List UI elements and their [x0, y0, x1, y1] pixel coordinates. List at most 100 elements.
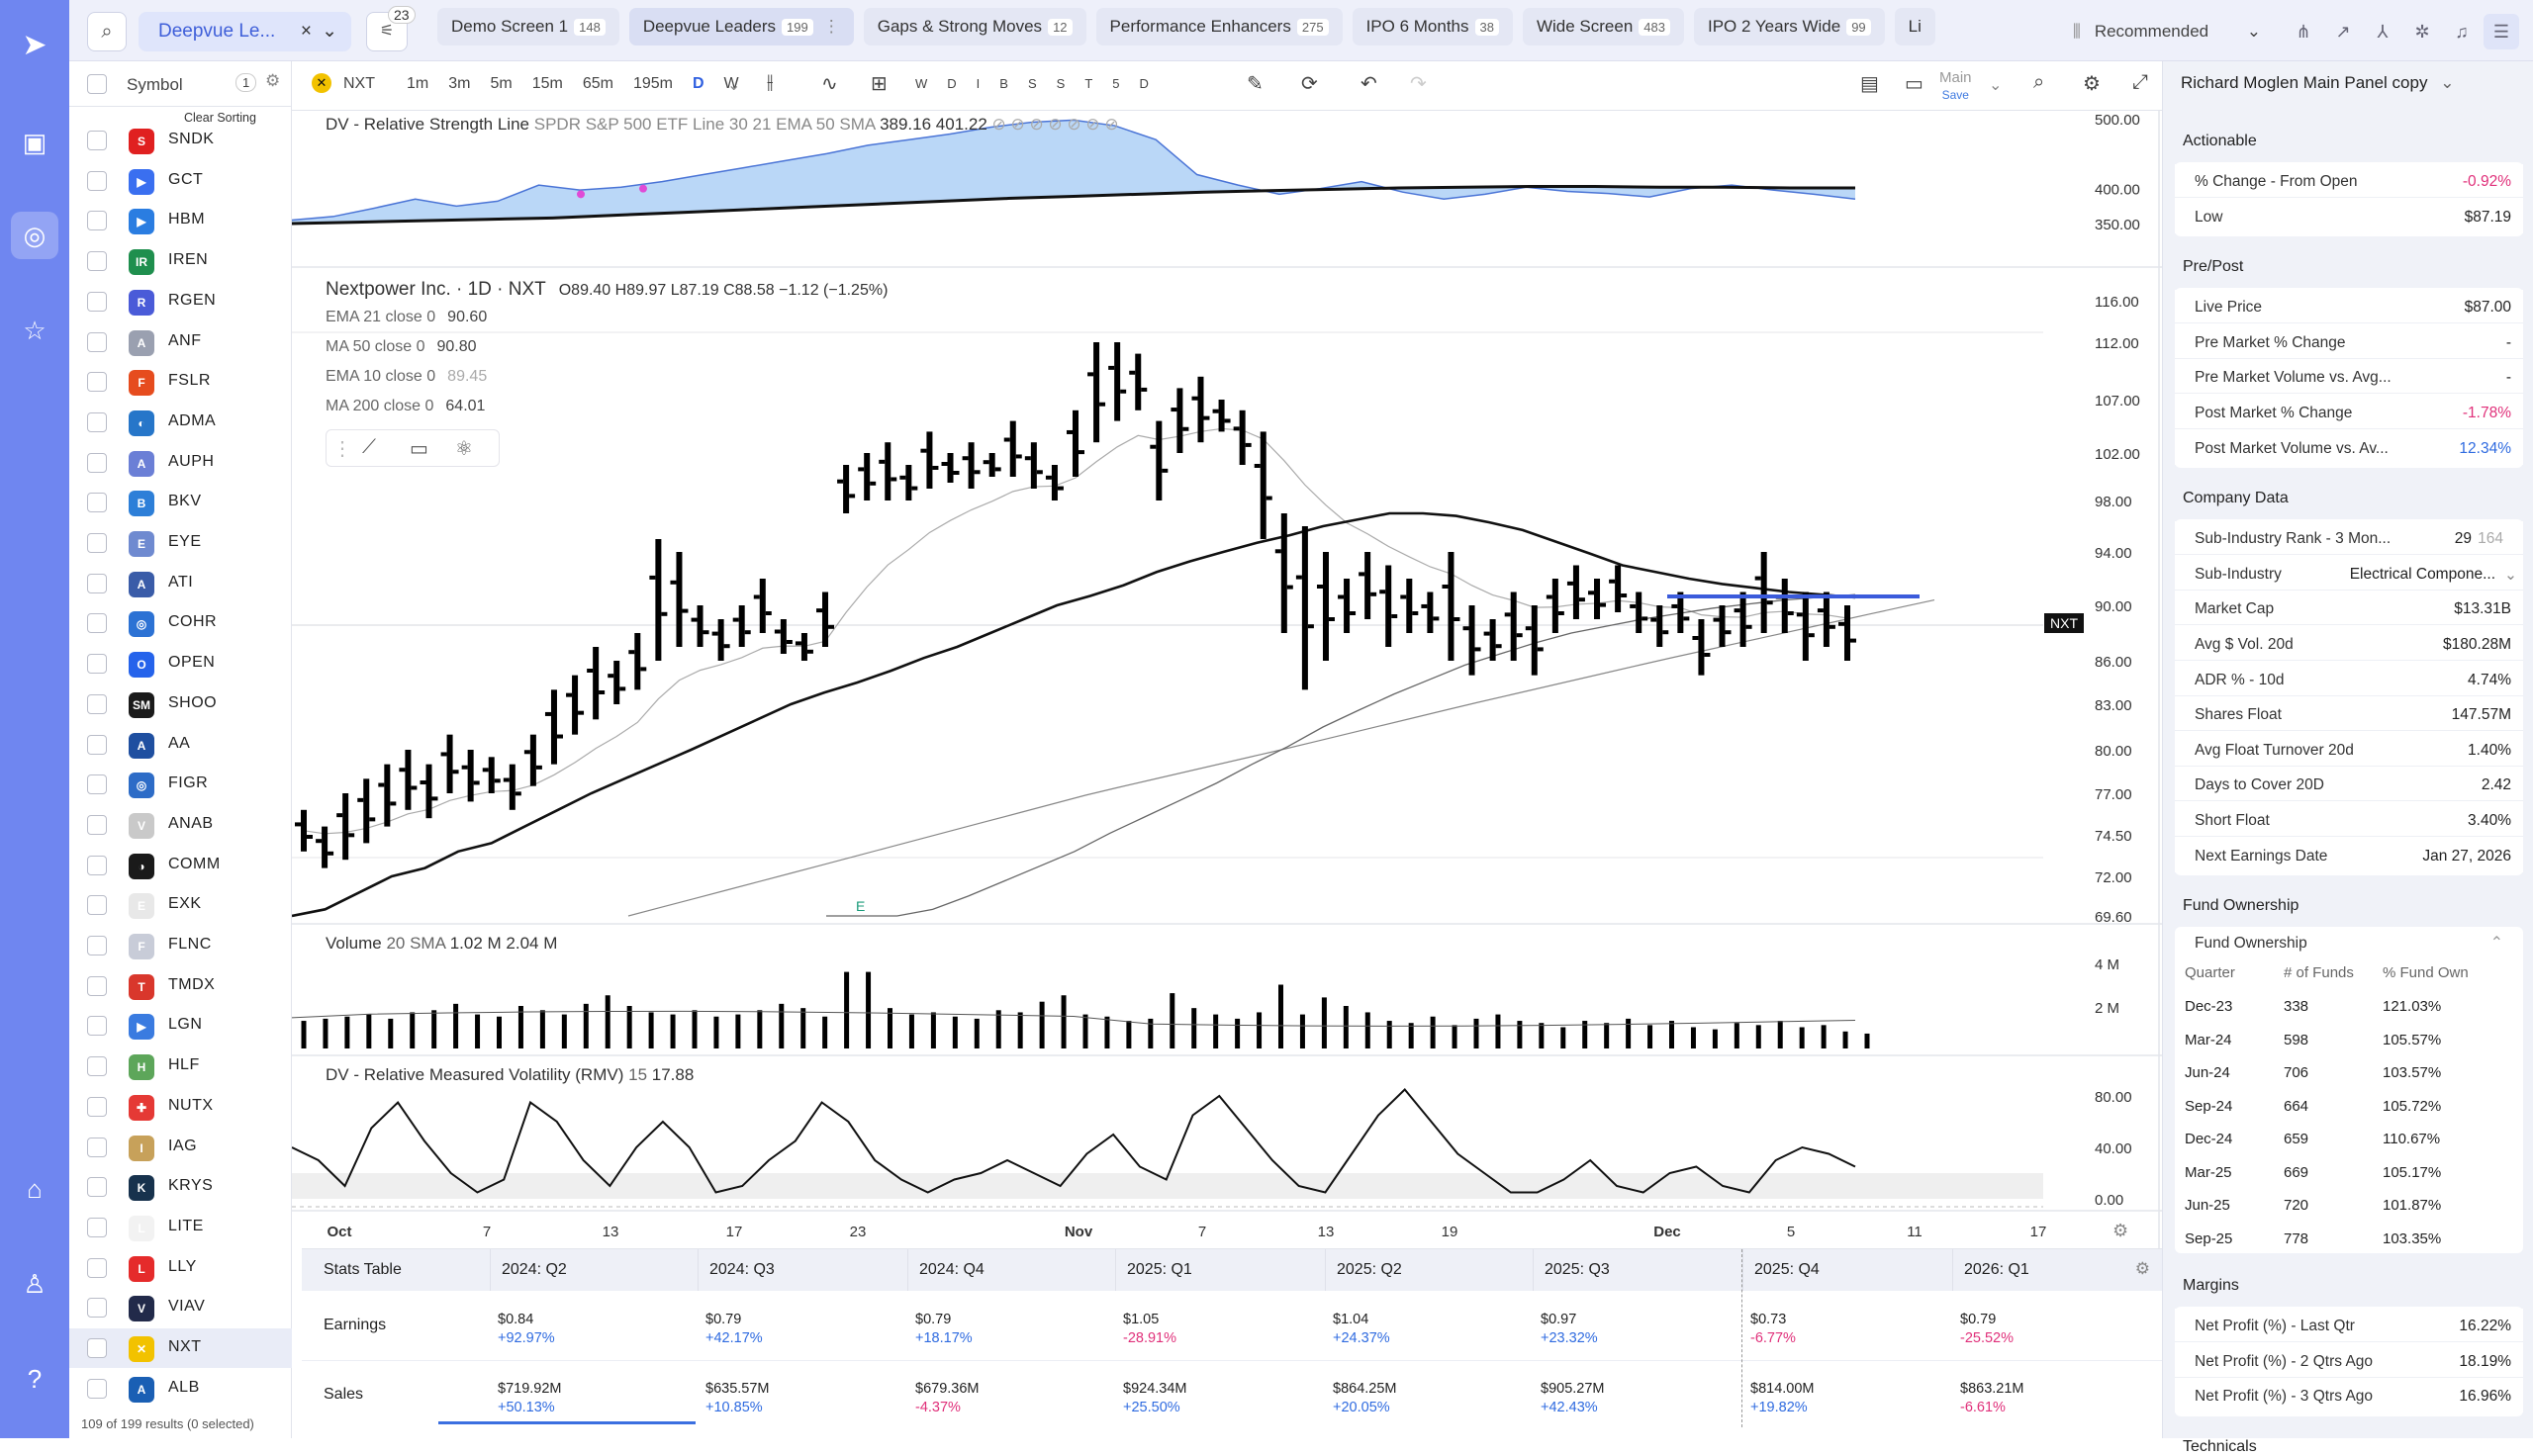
list-item[interactable]: S SNDK — [69, 121, 292, 160]
interval-button[interactable]: 65m — [582, 75, 613, 92]
indicator-row[interactable]: MA 50 close 0 90.80 — [326, 338, 487, 368]
chart-icon[interactable]: ↗ — [2335, 22, 2351, 42]
interval-button[interactable]: 195m — [632, 75, 673, 92]
indicator-row[interactable]: EMA 21 close 0 90.60 — [326, 309, 487, 338]
technicals-section-title[interactable]: Technicals — [2183, 1438, 2257, 1455]
row-checkbox[interactable] — [87, 613, 107, 634]
period-button[interactable]: B — [999, 76, 1008, 91]
row-checkbox[interactable] — [87, 654, 107, 675]
row-checkbox[interactable] — [87, 170, 107, 191]
refresh-icon[interactable]: ⟳ — [1301, 73, 1318, 95]
data-row[interactable]: Sub-Industry Rank - 3 Mon... 29 164 — [2175, 521, 2523, 556]
list-item[interactable]: ✚ NUTX — [69, 1087, 292, 1127]
data-row[interactable]: Post Market Volume vs. Av... 12.34% — [2175, 430, 2523, 465]
list-item[interactable]: ▶ GCT — [69, 161, 292, 201]
row-checkbox[interactable] — [87, 291, 107, 312]
chart-svg[interactable]: 500.00 400.00 350.00 116.00 112.00 107.00 102.… — [291, 111, 2162, 1248]
stats-settings-icon[interactable]: ⚙ — [2134, 1259, 2150, 1278]
screen-select[interactable]: Deepvue Le... × ⌄ — [139, 12, 351, 51]
list-item[interactable]: O OPEN — [69, 644, 292, 683]
axis-settings-icon[interactable]: ⚙ — [2112, 1221, 2129, 1240]
row-checkbox[interactable] — [87, 1177, 107, 1198]
compare-icon[interactable]: ⅄ — [2377, 22, 2389, 42]
list-item[interactable]: E EXK — [69, 885, 292, 925]
fund-section-title[interactable]: Fund Ownership — [2183, 897, 2299, 915]
list-item[interactable]: ▶ LGN — [69, 1006, 292, 1046]
company-section-title[interactable]: Company Data — [2183, 490, 2289, 507]
data-row[interactable]: Short Float 3.40% — [2175, 803, 2523, 837]
indicator-row[interactable]: MA 200 close 0 64.01 — [326, 398, 487, 427]
list-item[interactable]: A AA — [69, 725, 292, 765]
period-button[interactable]: I — [976, 76, 981, 91]
tab-5[interactable]: Wide Screen 483 — [1522, 8, 1684, 46]
stats-column-header[interactable]: 2024: Q2 — [502, 1261, 567, 1278]
list-item[interactable]: A ANF — [69, 322, 292, 362]
row-checkbox[interactable] — [87, 1217, 107, 1237]
note-icon[interactable]: ▭ — [410, 438, 428, 460]
list-item[interactable]: L LITE — [69, 1208, 292, 1247]
bar-style-icon[interactable]: ⫲ — [767, 71, 774, 93]
list-item[interactable]: T TMDX — [69, 966, 292, 1006]
row-checkbox[interactable] — [87, 855, 107, 875]
row-checkbox[interactable] — [87, 131, 107, 150]
undo-icon[interactable]: ↶ — [1360, 73, 1377, 95]
list-item[interactable]: H HLF — [69, 1046, 292, 1086]
list-item[interactable]: ◎ COHR — [69, 603, 292, 643]
recommended-select[interactable]: ⫼ Recommended ⌄ — [2073, 12, 2271, 51]
panel-title[interactable]: Richard Moglen Main Panel copy ⌄ — [2181, 73, 2454, 93]
row-checkbox[interactable] — [87, 895, 107, 916]
row-checkbox[interactable] — [87, 493, 107, 513]
row-checkbox[interactable] — [87, 936, 107, 956]
list-item[interactable]: A ATI — [69, 564, 292, 603]
data-row[interactable]: Next Earnings Date Jan 27, 2026 — [2175, 838, 2523, 872]
period-button[interactable]: D — [947, 76, 957, 91]
chart-area[interactable]: 500.00 400.00 350.00 116.00 112.00 107.00 102.… — [291, 111, 2162, 1248]
row-checkbox[interactable] — [87, 331, 107, 352]
earnings-marker[interactable]: E — [856, 898, 866, 914]
chevron-down-icon[interactable]: ⌄ — [727, 77, 741, 94]
actionable-section-title[interactable]: Actionable — [2183, 133, 2257, 149]
tab-7[interactable]: Li — [1894, 8, 1935, 46]
list-item[interactable]: A ALB — [69, 1369, 292, 1409]
data-row[interactable]: Low $87.19 — [2175, 199, 2523, 233]
settings-icon[interactable]: ⚙ — [2083, 73, 2101, 95]
period-button[interactable]: S — [1027, 76, 1037, 91]
row-checkbox[interactable] — [87, 774, 107, 795]
indicator-row[interactable]: EMA 10 close 0 89.45 — [326, 368, 487, 398]
period-button[interactable]: W — [915, 76, 928, 91]
redo-icon[interactable]: ↷ — [1410, 73, 1427, 95]
folder-icon[interactable]: ▭ — [1905, 73, 1923, 95]
list-item[interactable]: E EYE — [69, 523, 292, 563]
zoom-icon[interactable]: ⌕ — [2033, 71, 2045, 93]
period-button[interactable]: S — [1056, 76, 1066, 91]
favorites-icon[interactable]: ☆ — [23, 316, 47, 345]
list-item[interactable]: ◐ ADMA — [69, 403, 292, 442]
row-checkbox[interactable] — [87, 1096, 107, 1117]
magnet-icon[interactable]: ⚛ — [455, 438, 473, 460]
stats-column-header[interactable]: 2024: Q3 — [709, 1261, 775, 1278]
templates-icon[interactable]: ⊞ — [871, 73, 888, 95]
row-checkbox[interactable] — [87, 1257, 107, 1278]
list-item[interactable]: F FSLR — [69, 362, 292, 402]
data-row[interactable]: Net Profit (%) - Last Qtr 16.22% — [2175, 1309, 2523, 1343]
chevron-down-icon[interactable]: ⌄ — [322, 21, 337, 42]
indicators-icon[interactable]: ∿ — [821, 73, 838, 95]
row-checkbox[interactable] — [87, 1056, 107, 1077]
list-item[interactable]: V ANAB — [69, 805, 292, 845]
data-row[interactable]: % Change - From Open -0.92% — [2175, 164, 2523, 198]
list-item[interactable]: R RGEN — [69, 282, 292, 321]
row-checkbox[interactable] — [87, 573, 107, 593]
interval-button[interactable]: 15m — [531, 75, 563, 92]
data-row[interactable]: Pre Market Volume vs. Avg... - — [2175, 360, 2523, 395]
data-row[interactable]: Days to Cover 20D 2.42 — [2175, 768, 2523, 802]
symbol-column-header[interactable]: Symbol — [127, 75, 183, 94]
row-checkbox[interactable] — [87, 211, 107, 231]
row-checkbox[interactable] — [87, 1378, 107, 1399]
search-icon[interactable]: ⌕ — [87, 12, 127, 51]
row-checkbox[interactable] — [87, 975, 107, 996]
layout-icon[interactable]: ▤ — [1860, 73, 1879, 95]
list-item[interactable]: K KRYS — [69, 1167, 292, 1207]
list-item[interactable]: ▶ HBM — [69, 201, 292, 240]
account-icon[interactable]: ♙ — [23, 1269, 47, 1299]
row-checkbox[interactable] — [87, 452, 107, 473]
